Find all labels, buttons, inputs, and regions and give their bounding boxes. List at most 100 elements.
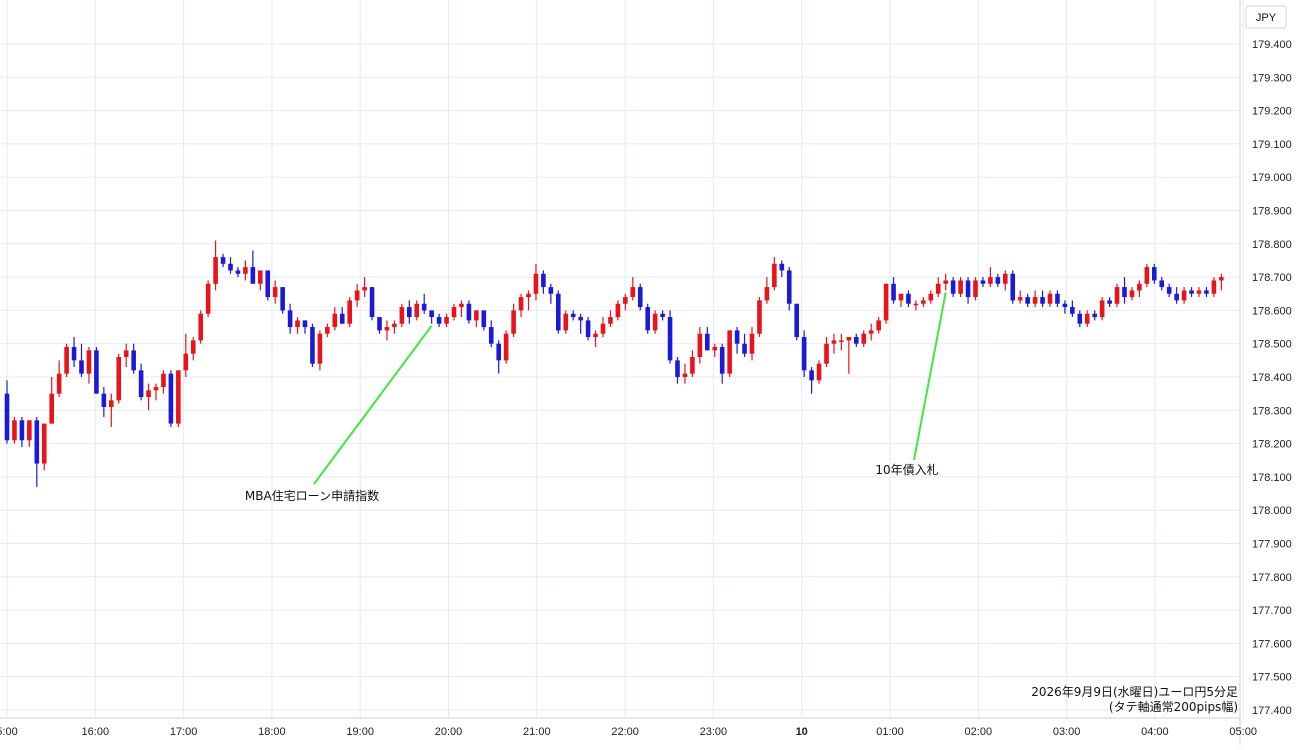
candle-body <box>429 310 434 318</box>
price-tick-label: 179.000 <box>1252 172 1292 184</box>
candle-body <box>921 300 926 304</box>
candle-body <box>459 303 464 308</box>
price-tick-label: 178.100 <box>1252 472 1292 484</box>
candle-body <box>630 287 636 298</box>
candle-body <box>578 317 583 321</box>
price-tick-label: 179.100 <box>1252 139 1292 151</box>
candle-body <box>861 333 867 344</box>
candle-body <box>436 317 442 324</box>
candle-body <box>868 330 874 334</box>
candle-body <box>593 333 598 338</box>
candle-body <box>1159 280 1165 288</box>
candle-body <box>637 287 643 308</box>
candle-body <box>1189 290 1194 294</box>
candle-body <box>466 303 472 321</box>
candle-body <box>563 313 569 331</box>
candle-body <box>824 343 829 364</box>
candle-body <box>757 300 762 334</box>
candle-body <box>176 370 181 424</box>
time-tick-label: 5:00 <box>0 726 18 738</box>
candle-body <box>339 313 345 324</box>
candle-body <box>764 287 770 301</box>
candle-body <box>49 393 54 424</box>
candle-body <box>384 327 390 331</box>
time-tick-label: 03:00 <box>1053 726 1081 738</box>
price-tick-label: 179.400 <box>1252 39 1292 51</box>
candle-body <box>794 303 799 338</box>
candle-body <box>451 307 457 318</box>
price-tick-label: 177.900 <box>1252 539 1292 551</box>
candle-body <box>272 287 278 298</box>
candle-body <box>71 347 77 361</box>
candle-body <box>474 310 479 321</box>
candle-body <box>556 293 561 331</box>
currency-box <box>1245 5 1287 29</box>
candle-body <box>705 333 710 351</box>
currency-label: JPY <box>1256 12 1277 24</box>
candle-body <box>12 420 17 441</box>
candle-body <box>734 330 740 344</box>
candle-body <box>950 280 956 294</box>
candle-body <box>213 257 218 284</box>
time-axis-labels: 5:00 16:00 17:00 18:00 19:00 20:00 21:00 22:00 2… <box>0 726 1257 738</box>
candle-body <box>541 273 546 288</box>
candle-body <box>727 330 732 374</box>
candle-body <box>831 340 837 344</box>
candle-body <box>846 337 852 341</box>
candle-body <box>772 263 777 288</box>
vertical-gridlines <box>6 0 1244 718</box>
time-tick-label: 22:00 <box>611 726 639 738</box>
candle-body <box>79 360 84 374</box>
candle-body <box>228 263 233 271</box>
candle-body <box>109 400 114 407</box>
candle-body <box>1070 307 1075 314</box>
candle-body <box>86 350 92 374</box>
candle-body <box>1010 273 1016 301</box>
candle-body <box>906 293 911 304</box>
price-tick-label: 178.700 <box>1252 272 1292 284</box>
annotation-line <box>313 325 433 485</box>
time-tick-label: 20:00 <box>435 726 463 738</box>
footer-title: 2026年9月9日(水曜日)ユーロ円5分足 <box>1031 685 1238 699</box>
candle-body <box>183 353 189 371</box>
candle-body <box>511 310 516 334</box>
candle-body <box>816 363 822 381</box>
candle-body <box>444 317 449 324</box>
price-tick-label: 178.300 <box>1252 405 1292 417</box>
candle-body <box>518 297 524 311</box>
candle-body <box>287 310 293 328</box>
candle-body <box>749 333 755 354</box>
candle-body <box>608 317 613 324</box>
candle-body <box>503 333 509 361</box>
annotation-mba-label: MBA住宅ローン申請指数 <box>245 488 379 503</box>
candle-body <box>742 343 747 354</box>
candle-body <box>161 373 166 387</box>
candle-body <box>34 420 40 464</box>
candle-body <box>719 347 725 374</box>
candle-body <box>585 320 591 338</box>
candle-body <box>1196 290 1202 294</box>
candle-body <box>332 313 338 328</box>
candle-body <box>369 287 375 318</box>
candle-body <box>526 293 531 298</box>
candle-body <box>220 257 226 264</box>
candle-body <box>786 270 792 304</box>
time-tick-label: 19:00 <box>346 726 374 738</box>
time-tick-label: 18:00 <box>258 726 286 738</box>
candle-body <box>116 357 122 401</box>
price-tick-label: 179.200 <box>1252 106 1292 118</box>
candle-body <box>94 350 99 394</box>
candle-body <box>1017 297 1023 301</box>
candle-body <box>600 323 606 334</box>
annotation-bond-auction-label: 10年債入札 <box>875 462 938 477</box>
candle-body <box>265 270 271 298</box>
annotation-line <box>913 292 947 461</box>
candle-body <box>1114 287 1120 304</box>
candle-body <box>190 340 196 354</box>
candles-layer <box>4 240 1224 487</box>
candle-body <box>980 280 986 284</box>
candle-body <box>101 393 107 407</box>
time-tick-label: 02:00 <box>965 726 993 738</box>
price-tick-label: 177.800 <box>1252 572 1292 584</box>
